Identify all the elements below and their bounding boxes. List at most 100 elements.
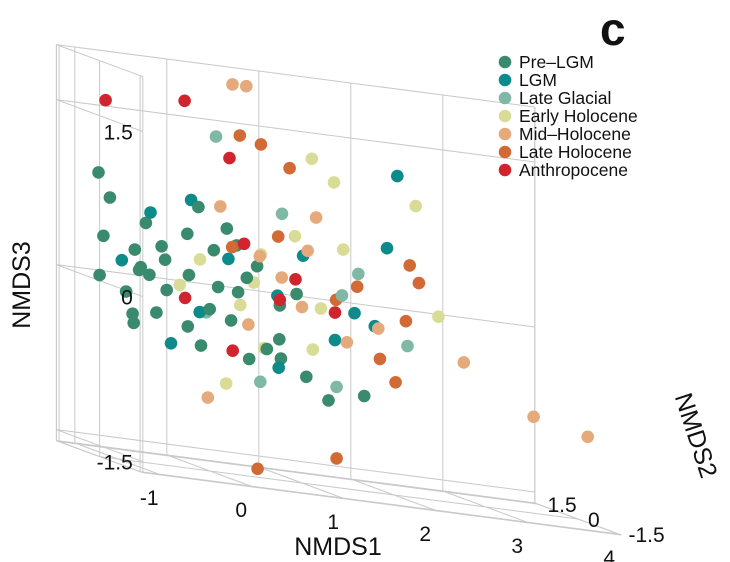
data-point xyxy=(119,285,133,298)
legend-marker xyxy=(498,55,512,69)
data-point xyxy=(254,138,268,151)
data-point xyxy=(211,280,225,294)
data-point xyxy=(399,314,413,328)
grid-line xyxy=(56,99,535,163)
data-point xyxy=(234,298,247,312)
grid-line xyxy=(56,44,535,108)
data-point xyxy=(335,289,349,302)
data-point xyxy=(193,305,206,319)
data-point xyxy=(275,207,289,221)
data-point xyxy=(527,410,540,424)
data-point xyxy=(93,268,106,282)
legend-label: Early Holocene xyxy=(519,106,638,126)
legend-item: Mid–Holocene xyxy=(498,124,631,144)
data-point xyxy=(273,333,286,346)
x-tick-label: 0 xyxy=(235,499,247,522)
data-point xyxy=(295,300,309,314)
data-point xyxy=(309,211,323,224)
data-point xyxy=(432,310,445,324)
tick-labels: -1 0 1 2 3 4 1.5 0 -1.5 1.5 0 -1.5 xyxy=(97,122,665,562)
data-point xyxy=(581,430,594,444)
grid-line xyxy=(56,44,143,78)
y-tick-label: 0 xyxy=(588,509,600,532)
z-tick-label: 0 xyxy=(121,287,133,310)
data-point xyxy=(203,302,216,316)
grid-line xyxy=(140,471,619,535)
data-point xyxy=(192,200,205,214)
data-point xyxy=(250,259,264,273)
data-point xyxy=(240,271,254,285)
legend-label: Late Holocene xyxy=(519,142,632,162)
data-point xyxy=(389,376,402,389)
data-point xyxy=(340,336,354,349)
data-point xyxy=(328,333,342,347)
grid-line xyxy=(56,440,535,504)
data-point xyxy=(260,342,274,356)
data-point xyxy=(150,306,163,319)
data-point xyxy=(219,377,233,390)
data-point xyxy=(182,268,196,282)
data-point xyxy=(220,222,234,235)
grid-line xyxy=(56,429,143,463)
data-point xyxy=(457,356,471,369)
legend-marker xyxy=(498,127,512,141)
legend-item: Late Glacial xyxy=(498,88,611,108)
data-point xyxy=(92,166,105,179)
data-point xyxy=(99,93,112,107)
legend-item: LGM xyxy=(498,70,557,90)
data-point xyxy=(224,314,238,327)
legend-item: Early Holocene xyxy=(498,106,638,126)
data-point xyxy=(103,191,117,204)
data-point xyxy=(300,370,313,384)
legend-item: Late Holocene xyxy=(498,142,632,162)
legend-item: Pre–LGM xyxy=(498,52,594,72)
data-point xyxy=(214,200,227,213)
data-point xyxy=(272,361,286,375)
data-point xyxy=(357,389,371,403)
data-point xyxy=(314,302,328,315)
data-point xyxy=(231,285,245,299)
data-point xyxy=(127,316,140,330)
data-point xyxy=(251,462,264,476)
data-point xyxy=(336,243,350,256)
legend-label: LGM xyxy=(519,70,557,90)
data-point xyxy=(158,253,172,266)
data-point xyxy=(350,280,364,294)
z-axis-title: NMDS3 xyxy=(8,241,36,329)
x-tick-label: 4 xyxy=(603,547,615,562)
data-point xyxy=(209,130,223,143)
data-point xyxy=(275,271,289,284)
data-point xyxy=(164,337,178,350)
data-point xyxy=(201,391,215,404)
legend-label: Pre–LGM xyxy=(519,52,594,72)
data-point xyxy=(160,283,173,297)
data-point xyxy=(134,260,147,274)
data-point xyxy=(207,243,221,257)
data-point xyxy=(237,237,251,251)
data-point xyxy=(193,253,207,266)
data-point xyxy=(412,276,426,290)
data-point xyxy=(373,352,387,366)
data-point xyxy=(391,169,404,183)
data-point xyxy=(380,241,394,255)
legend-marker xyxy=(498,73,512,87)
data-point xyxy=(155,240,168,253)
data-point xyxy=(144,206,157,219)
data-point xyxy=(409,199,423,213)
panel-label: c xyxy=(600,3,626,55)
legend-marker xyxy=(498,109,512,123)
data-point xyxy=(289,273,302,286)
data-point xyxy=(181,320,195,333)
data-point xyxy=(306,343,320,356)
data-point xyxy=(403,259,417,272)
data-point xyxy=(178,291,192,305)
data-point xyxy=(226,78,239,91)
x-tick-label: 2 xyxy=(419,523,431,546)
data-point xyxy=(372,322,385,335)
legend-label: Mid–Holocene xyxy=(519,124,631,144)
data-point xyxy=(225,240,239,254)
data-point xyxy=(178,94,191,108)
data-point xyxy=(273,293,287,307)
legend-label: Late Glacial xyxy=(519,88,611,108)
z-tick-label: 1.5 xyxy=(104,122,133,145)
